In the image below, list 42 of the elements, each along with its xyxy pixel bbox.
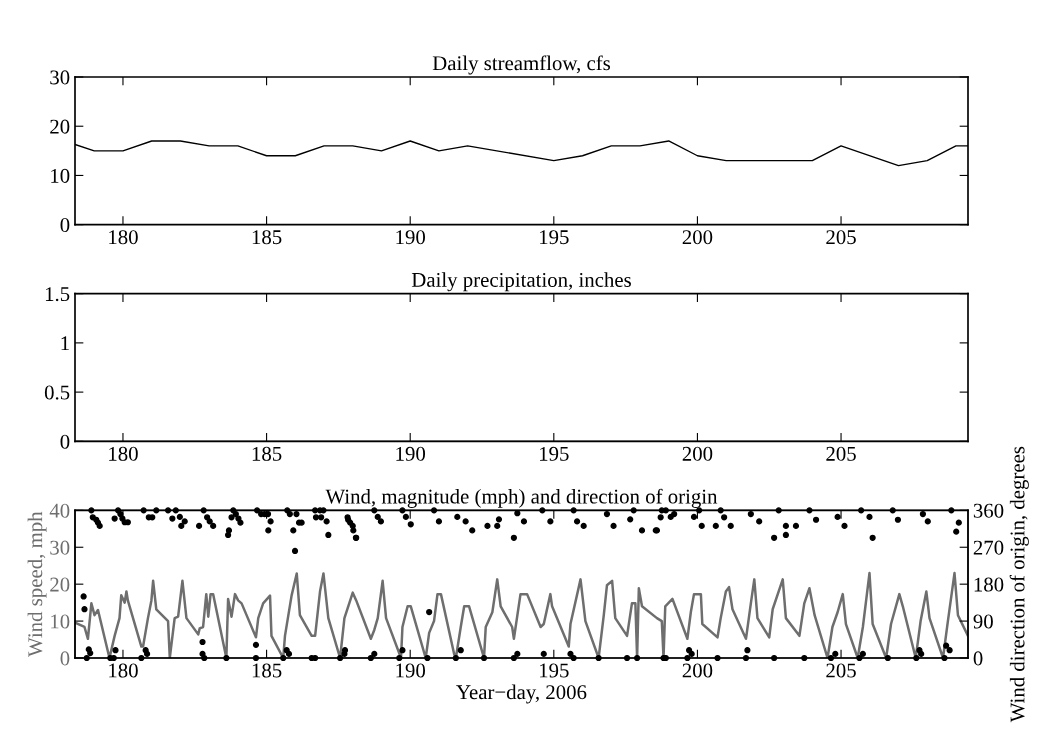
y-tick-label: 0 bbox=[60, 651, 70, 666]
y-tick-label: 30 bbox=[50, 540, 70, 555]
y-tick-label: 10 bbox=[51, 614, 70, 629]
x-tick-label: 205 bbox=[826, 446, 856, 461]
y-tick-label: 0 bbox=[60, 434, 70, 449]
y2-axis-title: Wind direction of origin, degrees bbox=[1009, 446, 1029, 723]
y-tick-label: 0 bbox=[60, 218, 70, 233]
x-tick-label: 185 bbox=[252, 230, 282, 245]
x-tick-label: 190 bbox=[396, 446, 426, 461]
y2-tick-label: 360 bbox=[973, 503, 1004, 518]
x-tick-label: 200 bbox=[682, 230, 713, 245]
y-tick-label: 20 bbox=[50, 577, 70, 592]
y2-tick-label: 270 bbox=[973, 540, 1004, 555]
x-tick-label: 195 bbox=[540, 230, 569, 245]
y-tick-label: 10 bbox=[51, 168, 70, 183]
y-axis-title: Wind speed, mph bbox=[27, 511, 47, 657]
x-tick-label: 195 bbox=[540, 663, 569, 678]
y-tick-label: 40 bbox=[49, 503, 70, 518]
x-tick-label: 190 bbox=[396, 663, 426, 678]
chart-title: Daily precipitation, inches bbox=[411, 272, 631, 292]
x-tick-label: 185 bbox=[252, 663, 282, 678]
x-axis-title: Year−day, 2006 bbox=[456, 684, 587, 704]
y2-tick-label: 90 bbox=[973, 614, 993, 629]
x-tick-label: 205 bbox=[826, 663, 856, 678]
y-tick-label: 30 bbox=[50, 70, 70, 85]
y-tick-label: 1.5 bbox=[45, 287, 70, 302]
x-tick-label: 195 bbox=[540, 446, 569, 461]
x-tick-label: 200 bbox=[682, 663, 713, 678]
y-tick-label: 0.5 bbox=[44, 385, 70, 400]
y2-tick-label: 0 bbox=[973, 651, 983, 666]
y-tick-label: 20 bbox=[50, 119, 70, 134]
x-tick-label: 180 bbox=[109, 446, 138, 461]
chart-title: Wind, magnitude (mph) and direction of origin bbox=[325, 488, 718, 508]
y2-tick-label: 180 bbox=[974, 577, 1004, 592]
x-tick-label: 180 bbox=[109, 230, 138, 245]
x-tick-label: 205 bbox=[826, 230, 856, 245]
y-tick-label: 1 bbox=[61, 336, 69, 351]
chart-title: Daily streamflow, cfs bbox=[432, 55, 611, 75]
x-tick-label: 180 bbox=[109, 663, 138, 678]
x-tick-label: 185 bbox=[252, 446, 282, 461]
x-tick-label: 200 bbox=[682, 446, 713, 461]
x-tick-label: 190 bbox=[396, 230, 426, 245]
